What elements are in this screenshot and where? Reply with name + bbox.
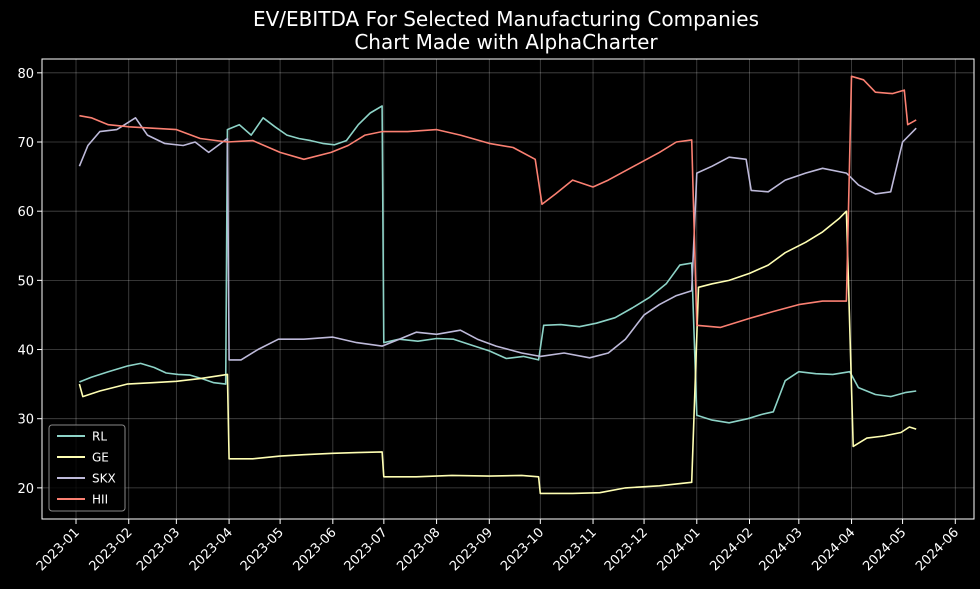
- y-tick-label: 50: [17, 274, 34, 289]
- legend-label-rl: RL: [92, 430, 107, 444]
- series-line-ge: [78, 210, 917, 495]
- chart-subtitle: Chart Made with AlphaCharter: [354, 30, 658, 54]
- legend-label-ge: GE: [92, 451, 109, 465]
- series-line-rl: [79, 105, 917, 424]
- series-lines: [78, 75, 917, 495]
- y-tick-label: 30: [17, 413, 34, 428]
- legend-label-hii: HII: [92, 493, 108, 507]
- chart-title: EV/EBITDA For Selected Manufacturing Com…: [253, 7, 759, 31]
- series-line-skx: [78, 117, 917, 361]
- legend-box: [48, 424, 126, 512]
- y-tick-label: 60: [17, 205, 34, 220]
- y-axis: 20 30 40 50 60 70 80: [17, 67, 42, 497]
- y-tick-label: 40: [17, 344, 34, 359]
- legend: RL GE SKX HII: [48, 424, 126, 512]
- plot-frame: [41, 58, 975, 520]
- y-tick-label: 80: [17, 67, 34, 82]
- legend-label-skx: SKX: [92, 472, 116, 486]
- y-tick-label: 20: [17, 482, 34, 497]
- series-line-hii: [79, 75, 917, 329]
- y-tick-label: 70: [17, 136, 34, 151]
